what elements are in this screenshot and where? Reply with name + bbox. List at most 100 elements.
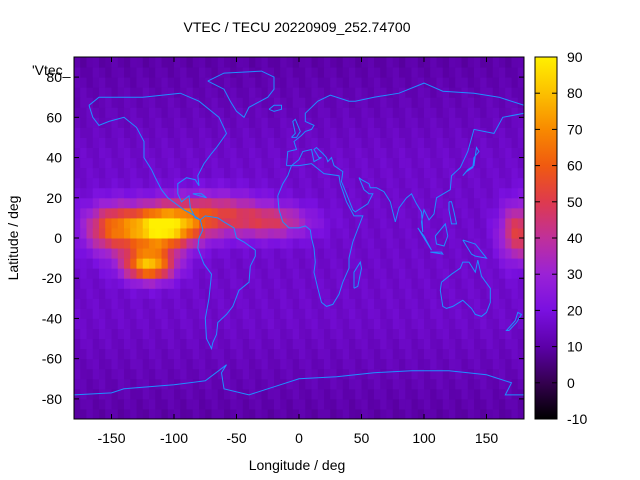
heatmap-cell bbox=[249, 107, 256, 118]
heatmap-cell bbox=[317, 288, 325, 299]
heatmap-cell bbox=[80, 308, 87, 319]
heatmap-cell bbox=[161, 408, 169, 420]
heatmap-cell bbox=[517, 258, 525, 269]
heatmap-cell bbox=[86, 368, 94, 380]
heatmap-cell bbox=[117, 268, 125, 279]
heatmap-cell bbox=[130, 157, 137, 169]
heatmap-cell bbox=[205, 258, 212, 269]
heatmap-cell bbox=[342, 288, 350, 299]
heatmap-cell bbox=[292, 258, 300, 269]
heatmap-cell bbox=[211, 77, 219, 88]
heatmap-cell bbox=[417, 197, 425, 209]
heatmap-cell bbox=[324, 57, 331, 68]
heatmap-cell bbox=[342, 358, 350, 370]
heatmap-cell bbox=[480, 67, 487, 78]
heatmap-cell bbox=[211, 318, 219, 329]
heatmap-cell bbox=[192, 177, 200, 189]
heatmap-cell bbox=[136, 177, 144, 189]
heatmap-cell bbox=[255, 238, 262, 249]
heatmap-cell bbox=[124, 238, 131, 249]
heatmap-cell bbox=[199, 87, 206, 98]
heatmap-cell bbox=[299, 278, 306, 289]
heatmap-cell bbox=[130, 248, 137, 259]
heatmap-cell bbox=[142, 77, 150, 88]
heatmap-cell bbox=[411, 167, 419, 179]
heatmap-cell bbox=[86, 87, 94, 98]
heatmap-cell bbox=[261, 147, 269, 159]
heatmap-cell bbox=[155, 308, 162, 319]
heatmap-cell bbox=[336, 187, 344, 199]
heatmap-cell bbox=[361, 177, 369, 189]
heatmap-cell bbox=[255, 378, 262, 390]
heatmap-cell bbox=[386, 67, 394, 78]
heatmap-cell bbox=[217, 238, 225, 249]
heatmap-cell bbox=[449, 167, 456, 179]
heatmap-cell bbox=[380, 338, 387, 350]
heatmap-cell bbox=[205, 77, 212, 88]
heatmap-cell bbox=[161, 137, 169, 148]
heatmap-cell bbox=[274, 87, 281, 98]
heatmap-cell bbox=[180, 57, 187, 68]
heatmap-cell bbox=[236, 368, 244, 380]
heatmap-cell bbox=[486, 217, 494, 229]
heatmap-cell bbox=[336, 87, 344, 98]
heatmap-cell bbox=[117, 358, 125, 370]
heatmap-cell bbox=[411, 308, 419, 319]
coastline bbox=[462, 146, 480, 177]
y-tick-label: 20 bbox=[46, 190, 62, 206]
heatmap-cell bbox=[492, 348, 500, 360]
heatmap-cell bbox=[424, 368, 431, 380]
heatmap-cell bbox=[380, 388, 387, 400]
heatmap-cell bbox=[461, 258, 469, 269]
heatmap-cell bbox=[286, 207, 294, 219]
heatmap-cell bbox=[180, 388, 187, 400]
heatmap-cell bbox=[236, 278, 244, 289]
heatmap-cell bbox=[492, 57, 500, 68]
heatmap-cell bbox=[411, 358, 419, 370]
heatmap-cell bbox=[142, 217, 150, 229]
heatmap-cell bbox=[261, 348, 269, 360]
x-tick-label: -150 bbox=[97, 430, 125, 446]
heatmap-cell bbox=[324, 217, 331, 229]
heatmap-cell bbox=[211, 187, 219, 199]
heatmap-cell bbox=[417, 388, 425, 400]
heatmap-cell bbox=[511, 308, 519, 319]
heatmap-cell bbox=[286, 258, 294, 269]
heatmap-cell bbox=[449, 298, 456, 309]
heatmap-cell bbox=[111, 338, 119, 350]
heatmap-cell bbox=[224, 107, 231, 118]
heatmap-cell bbox=[249, 137, 256, 148]
heatmap-cell bbox=[217, 197, 225, 209]
heatmap-cell bbox=[174, 388, 181, 400]
heatmap-cell bbox=[442, 308, 450, 319]
heatmap-cell bbox=[299, 117, 306, 128]
heatmap-cell bbox=[111, 57, 119, 68]
heatmap-cell bbox=[217, 87, 225, 98]
heatmap-cell bbox=[342, 378, 350, 390]
heatmap-cell bbox=[111, 87, 119, 98]
heatmap-cell bbox=[317, 127, 325, 138]
heatmap-cell bbox=[442, 217, 450, 229]
heatmap-cell bbox=[205, 157, 212, 169]
heatmap-cell bbox=[317, 207, 325, 219]
heatmap-cell bbox=[442, 227, 450, 239]
heatmap-cell bbox=[217, 67, 225, 78]
heatmap-cell bbox=[105, 348, 112, 360]
heatmap-cell bbox=[455, 258, 462, 269]
heatmap-cell bbox=[386, 137, 394, 148]
heatmap-cell bbox=[117, 238, 125, 249]
heatmap-cell bbox=[292, 157, 300, 169]
heatmap-cell bbox=[311, 177, 319, 189]
heatmap-cell bbox=[417, 308, 425, 319]
heatmap-cell bbox=[261, 87, 269, 98]
heatmap-cell bbox=[124, 258, 131, 269]
heatmap-cell bbox=[399, 268, 406, 279]
heatmap-cell bbox=[267, 408, 275, 420]
heatmap-cell bbox=[286, 77, 294, 88]
heatmap-cell bbox=[286, 248, 294, 259]
heatmap-cell bbox=[161, 127, 169, 138]
heatmap-cell bbox=[442, 57, 450, 68]
heatmap-cell bbox=[361, 298, 369, 309]
heatmap-cell bbox=[511, 348, 519, 360]
heatmap-cell bbox=[117, 328, 125, 340]
